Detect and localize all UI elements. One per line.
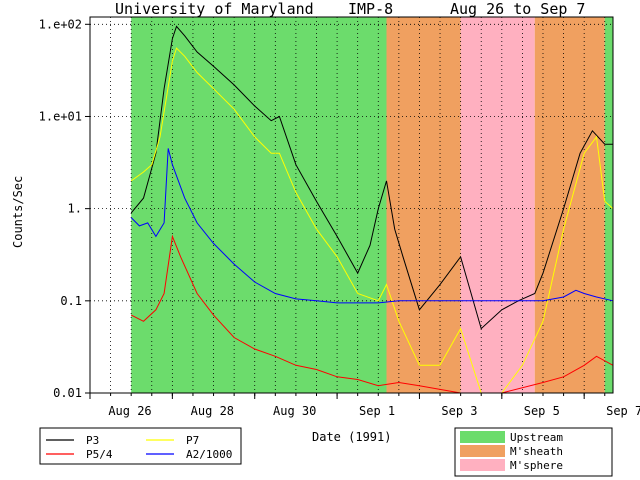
regions-layer	[131, 17, 613, 393]
series-p7	[130, 47, 614, 394]
region-band-2	[460, 17, 535, 393]
series-legend	[39, 427, 242, 465]
region-legend-swatch-0	[460, 431, 505, 443]
title-date-range: Aug 26 to Sep 7	[450, 0, 585, 18]
region-legend-label-2: M'sphere	[510, 459, 563, 472]
x-tick-label: Sep 3	[441, 404, 477, 418]
grid-layer	[90, 17, 613, 394]
title-spacecraft: IMP-8	[348, 0, 393, 18]
series-legend-entries: P3 P7 P5/4 A2/1000	[46, 434, 232, 461]
x-tick-label: Sep 7	[606, 404, 640, 418]
region-legend-label-0: Upstream	[510, 431, 563, 444]
region-legend-label-1: M'sheath	[510, 445, 563, 458]
y-axis-label: Counts/Sec	[11, 176, 25, 248]
x-tick-label: Aug 28	[191, 404, 234, 418]
legend-label-p7: P7	[186, 434, 199, 447]
axes-layer: Aug 26 Aug 28 Aug 30 Sep 1 Sep 3 Sep 5 Sep 7 0.…	[39, 17, 640, 418]
y-tick-label: 1.e+01	[39, 109, 82, 123]
x-tick-label: Sep 1	[359, 404, 395, 418]
region-legend-swatch-2	[460, 459, 505, 471]
y-tick-label: 0.1	[60, 294, 82, 308]
legend-label-a2-1000: A2/1000	[186, 448, 232, 461]
region-legend-swatch-1	[460, 445, 505, 457]
legend-label-p5-4: P5/4	[86, 448, 113, 461]
y-tick-label: 0.01	[53, 386, 82, 400]
x-tick-label: Aug 30	[273, 404, 316, 418]
x-tick-label: Sep 5	[524, 404, 560, 418]
series-layer	[130, 25, 614, 394]
y-tick-label: 1.	[68, 202, 82, 216]
title-institution: University of Maryland	[115, 0, 314, 18]
series-p5-4	[130, 234, 614, 394]
series-p3	[130, 25, 613, 330]
x-axis-label: Date (1991)	[312, 430, 391, 444]
legend-label-p3: P3	[86, 434, 99, 447]
region-band-1	[386, 17, 461, 393]
region-band-0	[131, 17, 387, 393]
x-tick-label: Aug 26	[108, 404, 151, 418]
plot-frame	[89, 16, 614, 394]
y-tick-label: 1.e+02	[39, 17, 82, 31]
series-a2-1000	[130, 148, 614, 304]
